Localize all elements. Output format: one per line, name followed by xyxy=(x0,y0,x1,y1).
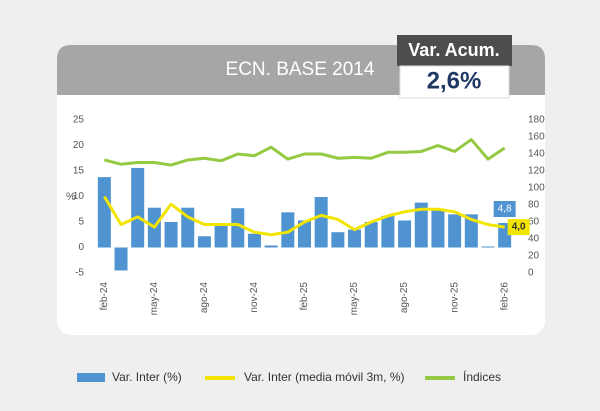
legend-label: Var. Inter (media móvil 3m, %) xyxy=(244,370,405,384)
legend-swatch xyxy=(77,373,105,382)
bar xyxy=(414,202,428,248)
x-tick-label: ago-24 xyxy=(199,282,210,314)
bar xyxy=(398,220,412,248)
y-tick-label: 5 xyxy=(78,217,84,228)
y-tick-label: 20 xyxy=(73,140,85,151)
y-tick-label: -5 xyxy=(75,268,84,279)
bar xyxy=(364,222,378,248)
bar xyxy=(448,214,462,248)
line xyxy=(103,195,505,237)
bar xyxy=(281,212,295,248)
legend-label: Índices xyxy=(463,369,501,384)
x-tick-label: nov-24 xyxy=(249,282,260,313)
header-title: ECN. BASE 2014 xyxy=(226,59,375,80)
x-tick-label: nov-25 xyxy=(449,282,460,313)
x-tick-label: feb-24 xyxy=(99,282,110,311)
badge-label-box xyxy=(397,35,512,66)
bar xyxy=(131,167,145,248)
bar xyxy=(381,215,395,248)
y2-tick-label: 20 xyxy=(528,251,540,262)
bar xyxy=(114,247,128,271)
y-tick-label: 0 xyxy=(78,242,84,253)
x-tick-label: feb-26 xyxy=(499,282,510,311)
data-label-box xyxy=(507,219,530,236)
bar xyxy=(264,245,278,248)
data-label: 4,8 xyxy=(498,204,512,215)
y2-tick-label: 80 xyxy=(528,200,540,211)
line xyxy=(103,138,506,167)
y2-tick-label: 0 xyxy=(528,268,534,279)
x-tick-label: feb-25 xyxy=(299,282,310,311)
y2-tick-label: 100 xyxy=(528,183,545,194)
bar xyxy=(298,220,311,248)
y2-tick-label: 120 xyxy=(528,166,545,177)
legend-label: Var. Inter (%) xyxy=(112,370,182,384)
bar xyxy=(164,222,178,248)
bar xyxy=(331,232,345,248)
y2-tick-label: 140 xyxy=(528,149,545,160)
y2-tick-label: 180 xyxy=(528,115,545,126)
bar xyxy=(464,214,478,248)
bar xyxy=(97,177,111,248)
y2-tick-label: 60 xyxy=(528,217,540,228)
bar xyxy=(247,233,261,248)
data-label-box xyxy=(493,201,516,218)
y-tick-label: 25 xyxy=(73,115,85,126)
x-tick-label: ago-25 xyxy=(399,282,410,314)
bar xyxy=(431,210,445,248)
badge-value-box xyxy=(399,65,510,99)
bar xyxy=(197,236,211,248)
card xyxy=(57,45,545,335)
y-tick-label: 15 xyxy=(73,166,85,177)
badge-label: Var. Acum. xyxy=(408,40,499,60)
y2-tick-label: 40 xyxy=(528,234,540,245)
bar xyxy=(348,229,362,248)
y-axis-label: % xyxy=(66,191,76,203)
bar xyxy=(231,208,245,248)
bar xyxy=(214,224,228,248)
y-tick-label: 10 xyxy=(73,191,85,202)
bar xyxy=(481,246,495,248)
x-tick-label: may-24 xyxy=(149,282,160,316)
x-tick-label: may-25 xyxy=(349,282,360,316)
bar xyxy=(314,197,328,248)
badge-value: 2,6% xyxy=(427,67,482,94)
y2-tick-label: 160 xyxy=(528,132,545,143)
data-label: 4,0 xyxy=(512,222,526,233)
